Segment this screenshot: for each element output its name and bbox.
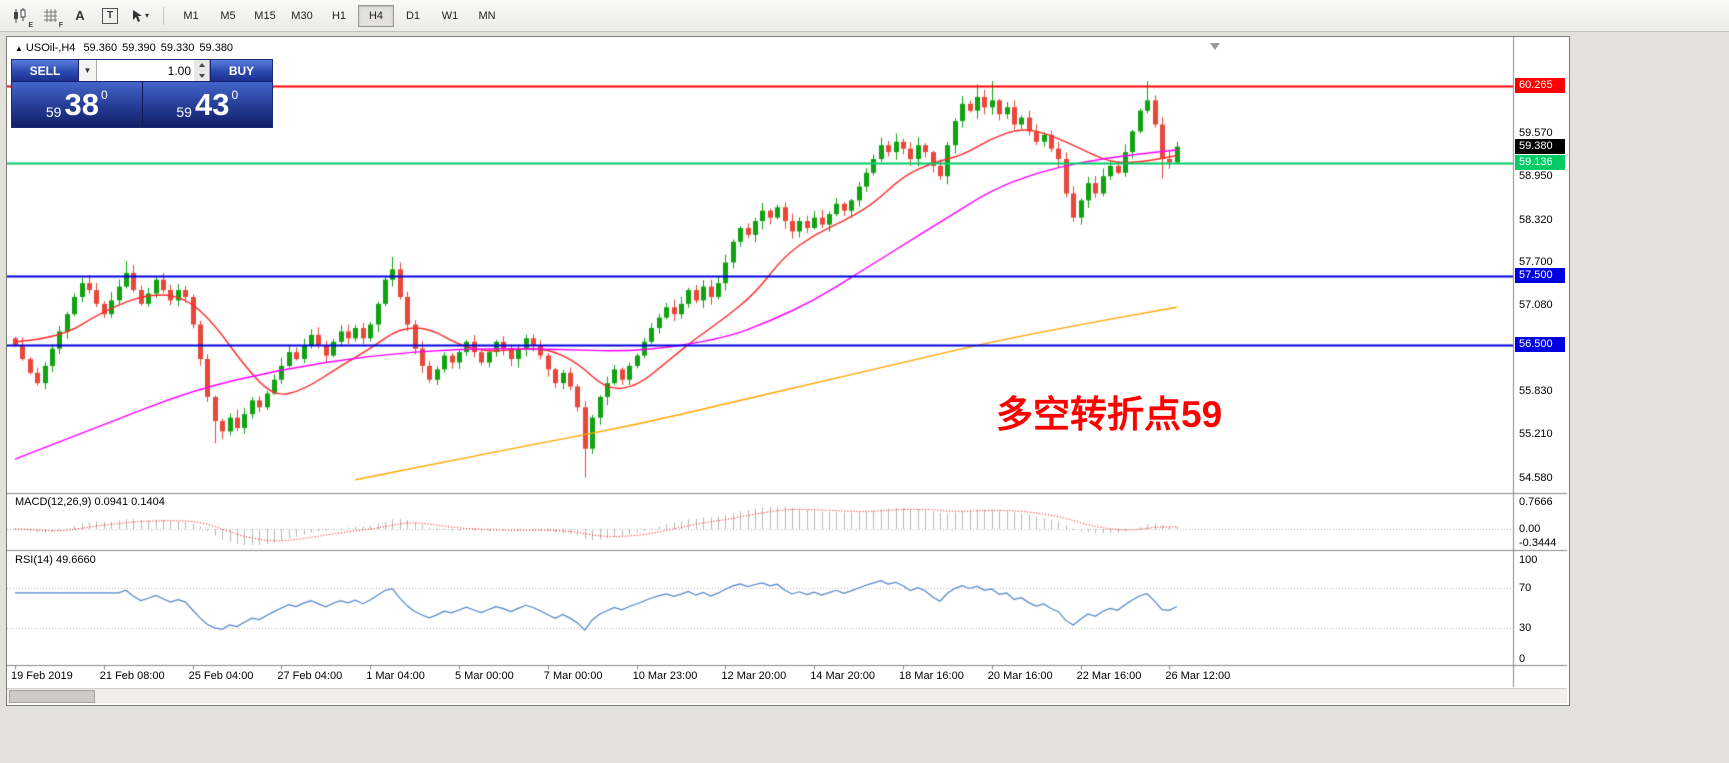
price-scale-label: 58.950 bbox=[1519, 170, 1553, 183]
bid-price-display[interactable]: 59 38 0 bbox=[12, 82, 143, 127]
price-scale-label: 57.700 bbox=[1519, 256, 1553, 269]
timeframe-button-w1[interactable]: W1 bbox=[441, 9, 459, 22]
volume-dropdown-button[interactable]: ▼ bbox=[79, 60, 97, 81]
rsi-indicator-label: RSI(14) 49.6660 bbox=[15, 554, 96, 566]
ask-price-pip: 0 bbox=[231, 88, 239, 102]
time-axis-label: 26 Mar 12:00 bbox=[1165, 670, 1231, 682]
icon-sub-label: E bbox=[28, 21, 33, 29]
volume-up-button[interactable] bbox=[194, 60, 209, 71]
cursor-tool-icon bbox=[132, 9, 142, 22]
price-tag: 60.265 bbox=[1515, 77, 1565, 93]
chart-shift-marker-icon[interactable] bbox=[1210, 43, 1220, 50]
quote-close: 59.380 bbox=[199, 42, 234, 54]
candlestick-chart-button[interactable]: E bbox=[6, 3, 34, 29]
quote-high: 59.390 bbox=[122, 42, 156, 54]
time-axis-label: 27 Feb 04:00 bbox=[277, 670, 343, 682]
timeframe-button-m30[interactable]: M30 bbox=[291, 9, 313, 22]
rsi-scale-label: 100 bbox=[1519, 554, 1538, 566]
ask-price-display[interactable]: 59 43 0 bbox=[142, 82, 272, 127]
toolbar: E F A T ▾ M1 M5 M15 M30 H1 H4 D1 W1 MN bbox=[0, 0, 1729, 32]
time-axis-label: 7 Mar 00:00 bbox=[543, 670, 603, 682]
macd-scale-label: 0.7666 bbox=[1519, 496, 1553, 508]
time-axis-label: 10 Mar 23:00 bbox=[632, 670, 698, 682]
volume-input[interactable] bbox=[97, 60, 194, 81]
price-tag: 59.136 bbox=[1515, 155, 1565, 171]
bid-price-base: 59 bbox=[45, 104, 62, 120]
price-tag: 59.380 bbox=[1515, 138, 1565, 154]
arrow-down-icon bbox=[198, 73, 205, 78]
price-scale-label: 57.080 bbox=[1519, 299, 1553, 312]
timeframe-button-mn[interactable]: MN bbox=[478, 9, 496, 22]
frame-tool-icon: T bbox=[102, 7, 118, 24]
toolbar-separator bbox=[163, 6, 164, 25]
bid-price-main: 38 bbox=[64, 87, 99, 122]
time-axis-label: 20 Mar 16:00 bbox=[987, 670, 1053, 682]
time-axis-label: 12 Mar 20:00 bbox=[721, 670, 787, 682]
arrow-up-icon bbox=[198, 63, 205, 68]
chart-window: ▲ USOil-,H4 59.360 59.390 59.330 59.380 SELL … bbox=[6, 36, 1570, 706]
price-scale-label: 58.320 bbox=[1519, 213, 1553, 226]
price-scale-label: 54.580 bbox=[1519, 471, 1553, 484]
rsi-scale-label: 0 bbox=[1519, 653, 1526, 665]
time-axis-label: 18 Mar 16:00 bbox=[899, 670, 964, 682]
chart-scrollbar bbox=[7, 688, 1567, 703]
text-tool-icon: A bbox=[75, 8, 85, 23]
price-scale-label: 55.210 bbox=[1519, 428, 1553, 441]
timeframe-button-h1[interactable]: H1 bbox=[331, 9, 347, 22]
text-tool-button[interactable]: A bbox=[66, 3, 94, 29]
chart-canvas[interactable] bbox=[7, 37, 1567, 703]
rsi-scale-label: 30 bbox=[1519, 622, 1532, 635]
time-axis-label: 5 Mar 00:00 bbox=[455, 670, 514, 682]
quote-low: 59.330 bbox=[160, 42, 195, 54]
timeframe-button-m5[interactable]: M5 bbox=[220, 9, 236, 22]
price-scale-label: 59.570 bbox=[1519, 127, 1553, 140]
one-click-trading-panel: SELL ▼ BUY 59 38 0 59 43 0 bbox=[11, 59, 273, 128]
time-axis[interactable]: 19 Feb 2019 21 Feb 08:00 25 Feb 04:00 27 Fe… bbox=[7, 37, 1569, 705]
symbol-marker-icon: ▲ bbox=[15, 44, 23, 53]
grid-icon bbox=[43, 9, 57, 22]
chevron-down-icon: ▾ bbox=[144, 11, 149, 20]
time-axis-label: 19 Feb 2019 bbox=[11, 670, 73, 682]
rsi-scale: 100 70 30 0 bbox=[7, 37, 1569, 705]
volume-down-button[interactable] bbox=[194, 71, 209, 82]
timeframe-button-d1[interactable]: D1 bbox=[405, 9, 421, 22]
ask-price-base: 59 bbox=[176, 104, 192, 120]
time-axis-label: 1 Mar 04:00 bbox=[366, 670, 425, 682]
ask-price-main: 43 bbox=[194, 87, 230, 122]
time-axis-label: 22 Mar 16:00 bbox=[1076, 670, 1142, 682]
candlestick-icon bbox=[14, 7, 26, 23]
buy-button[interactable]: BUY bbox=[210, 60, 272, 81]
timeframe-button-m15[interactable]: M15 bbox=[254, 9, 276, 22]
price-scale-label: 55.830 bbox=[1519, 385, 1553, 398]
time-axis-label: 21 Feb 08:00 bbox=[99, 670, 165, 682]
symbol-label: USOil-,H4 bbox=[25, 42, 76, 54]
timeframe-group: M1 M5 M15 M30 H1 H4 D1 W1 MN bbox=[173, 4, 505, 27]
sell-button[interactable]: SELL bbox=[12, 60, 79, 81]
price-tag: 57.500 bbox=[1515, 268, 1565, 284]
macd-scale-label: 0.00 bbox=[1519, 523, 1541, 535]
macd-indicator-label: MACD(12,26,9) 0.0941 0.1404 bbox=[15, 496, 165, 508]
ohlc-info: ▲ USOil-,H4 59.360 59.390 59.330 59.380 bbox=[15, 42, 238, 54]
scrollbar-thumb[interactable] bbox=[9, 690, 95, 703]
price-scale[interactable]: 59.570 58.950 58.320 57.700 57.080 55.830 55.2… bbox=[7, 37, 1569, 705]
macd-scale: 0.7666 0.00 -0.3444 bbox=[7, 37, 1569, 705]
volume-stepper bbox=[194, 60, 210, 81]
time-axis-label: 25 Feb 04:00 bbox=[188, 670, 254, 682]
timeframe-button-m1[interactable]: M1 bbox=[183, 9, 199, 22]
price-tag: 56.500 bbox=[1515, 337, 1565, 353]
cursor-tool-button[interactable]: ▾ bbox=[126, 3, 154, 29]
icon-sub-label: F bbox=[58, 21, 63, 29]
time-axis-label: 14 Mar 20:00 bbox=[810, 670, 876, 682]
rsi-scale-label: 70 bbox=[1519, 581, 1532, 594]
frame-tool-button[interactable]: T bbox=[96, 3, 124, 29]
bid-price-pip: 0 bbox=[100, 88, 108, 102]
grid-button[interactable]: F bbox=[36, 3, 64, 29]
chart-annotation-text: 多空转折点59 bbox=[996, 394, 1223, 435]
macd-scale-label: -0.3444 bbox=[1519, 537, 1557, 550]
timeframe-button-h4[interactable]: H4 bbox=[358, 4, 394, 27]
quote-open: 59.360 bbox=[83, 42, 118, 54]
